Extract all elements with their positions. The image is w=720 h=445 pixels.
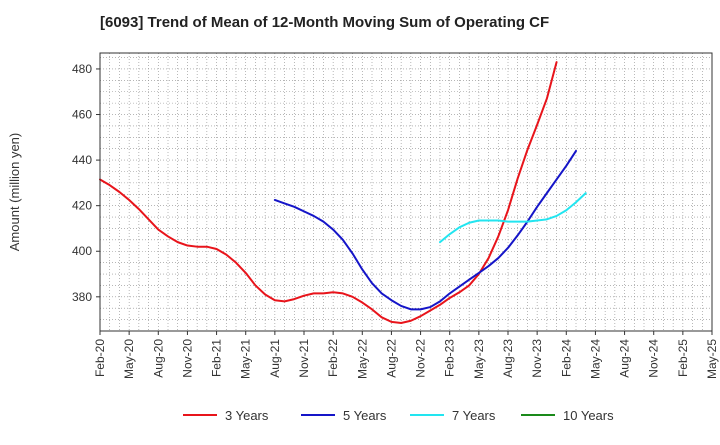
chart-title: [6093] Trend of Mean of 12-Month Moving … [100,14,550,31]
y-tick-labels: 380 400 420 440 460 480 [72,62,100,304]
x-tick-label: Aug-24 [618,339,632,378]
y-tick-label: 440 [72,153,92,167]
y-tick-label: 380 [72,290,92,304]
series-line-7-years [439,192,587,244]
x-tick-label: Nov-23 [530,339,544,378]
x-tick-label: Nov-20 [180,339,194,378]
x-tick-label: Feb-21 [210,339,224,377]
x-tick-label: Feb-25 [676,339,690,377]
x-tick-label: May-21 [239,339,253,379]
x-tick-label: Nov-22 [414,339,428,378]
legend-label-3-years: 3 Years [225,408,269,423]
x-tick-label: Feb-24 [559,339,573,377]
legend-label-7-years: 7 Years [452,408,496,423]
y-axis-label: Amount (million yen) [7,133,22,252]
series-line-3-years [99,61,558,325]
y-tick-label: 480 [72,62,92,76]
x-tick-label: Feb-23 [443,339,457,377]
x-tick-label: Aug-20 [151,339,165,378]
x-tick-label: Nov-24 [647,339,661,378]
series-lines [99,61,587,325]
legend-label-5-years: 5 Years [343,408,387,423]
y-tick-label: 400 [72,244,92,258]
x-tick-labels: Feb-20 May-20 Aug-20 Nov-20 Feb-21 May-21 Aug-… [93,331,719,379]
grid [100,53,712,331]
legend-label-10-years: 10 Years [563,408,614,423]
plot-frame [99,52,713,332]
y-tick-label: 460 [72,108,92,122]
x-tick-label: May-20 [122,339,136,379]
x-tick-label: Feb-20 [93,339,107,377]
x-tick-label: May-23 [472,339,486,379]
x-tick-label: Feb-22 [326,339,340,377]
legend: 3 Years 5 Years 7 Years 10 Years [183,408,614,423]
y-tick-label: 420 [72,199,92,213]
x-tick-label: Aug-23 [501,339,515,378]
x-tick-label: Nov-21 [297,339,311,378]
series-line-5-years [273,149,577,311]
x-tick-label: May-22 [355,339,369,379]
x-tick-label: May-24 [588,339,602,379]
x-tick-label: Aug-22 [384,339,398,378]
x-tick-label: May-25 [705,339,719,379]
x-tick-label: Aug-21 [268,339,282,378]
